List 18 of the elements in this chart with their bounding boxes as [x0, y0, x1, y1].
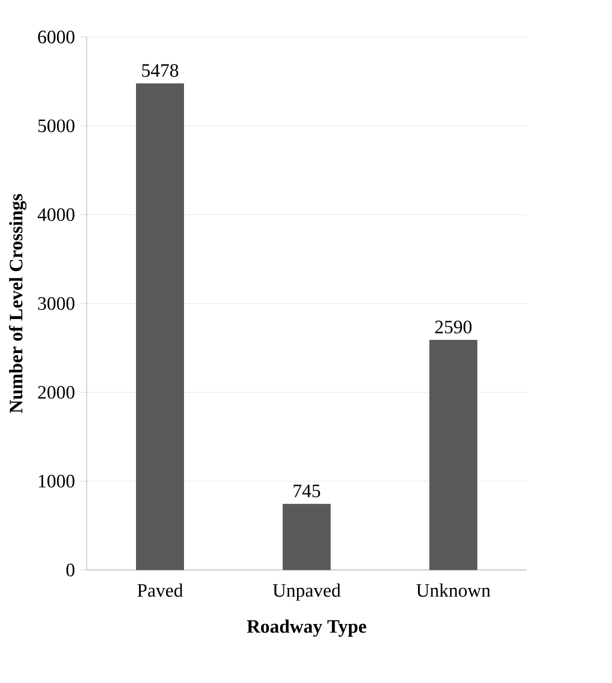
bar	[429, 340, 478, 570]
x-tick-label: Unknown	[416, 584, 490, 597]
y-axis-title: Number of Level Crossings	[8, 194, 26, 414]
x-axis-title: Roadway Type	[246, 620, 366, 637]
y-tick-label: 4000	[38, 208, 74, 222]
x-tick-label: Paved	[137, 584, 183, 597]
y-tick-label: 5000	[38, 119, 74, 132]
bar	[282, 504, 331, 570]
y-tick-label: 3000	[38, 297, 74, 310]
y-tick-label: 1000	[38, 474, 74, 488]
y-tick-label: 2000	[38, 386, 74, 399]
data-label: 745	[294, 484, 320, 498]
data-label: 5478	[142, 64, 178, 77]
y-tick-label: 0	[66, 564, 74, 576]
bar	[136, 83, 184, 570]
x-tick-label: Unpaved	[272, 584, 341, 601]
y-tick-label: 6000	[38, 30, 74, 44]
data-label: 2590	[435, 320, 472, 334]
